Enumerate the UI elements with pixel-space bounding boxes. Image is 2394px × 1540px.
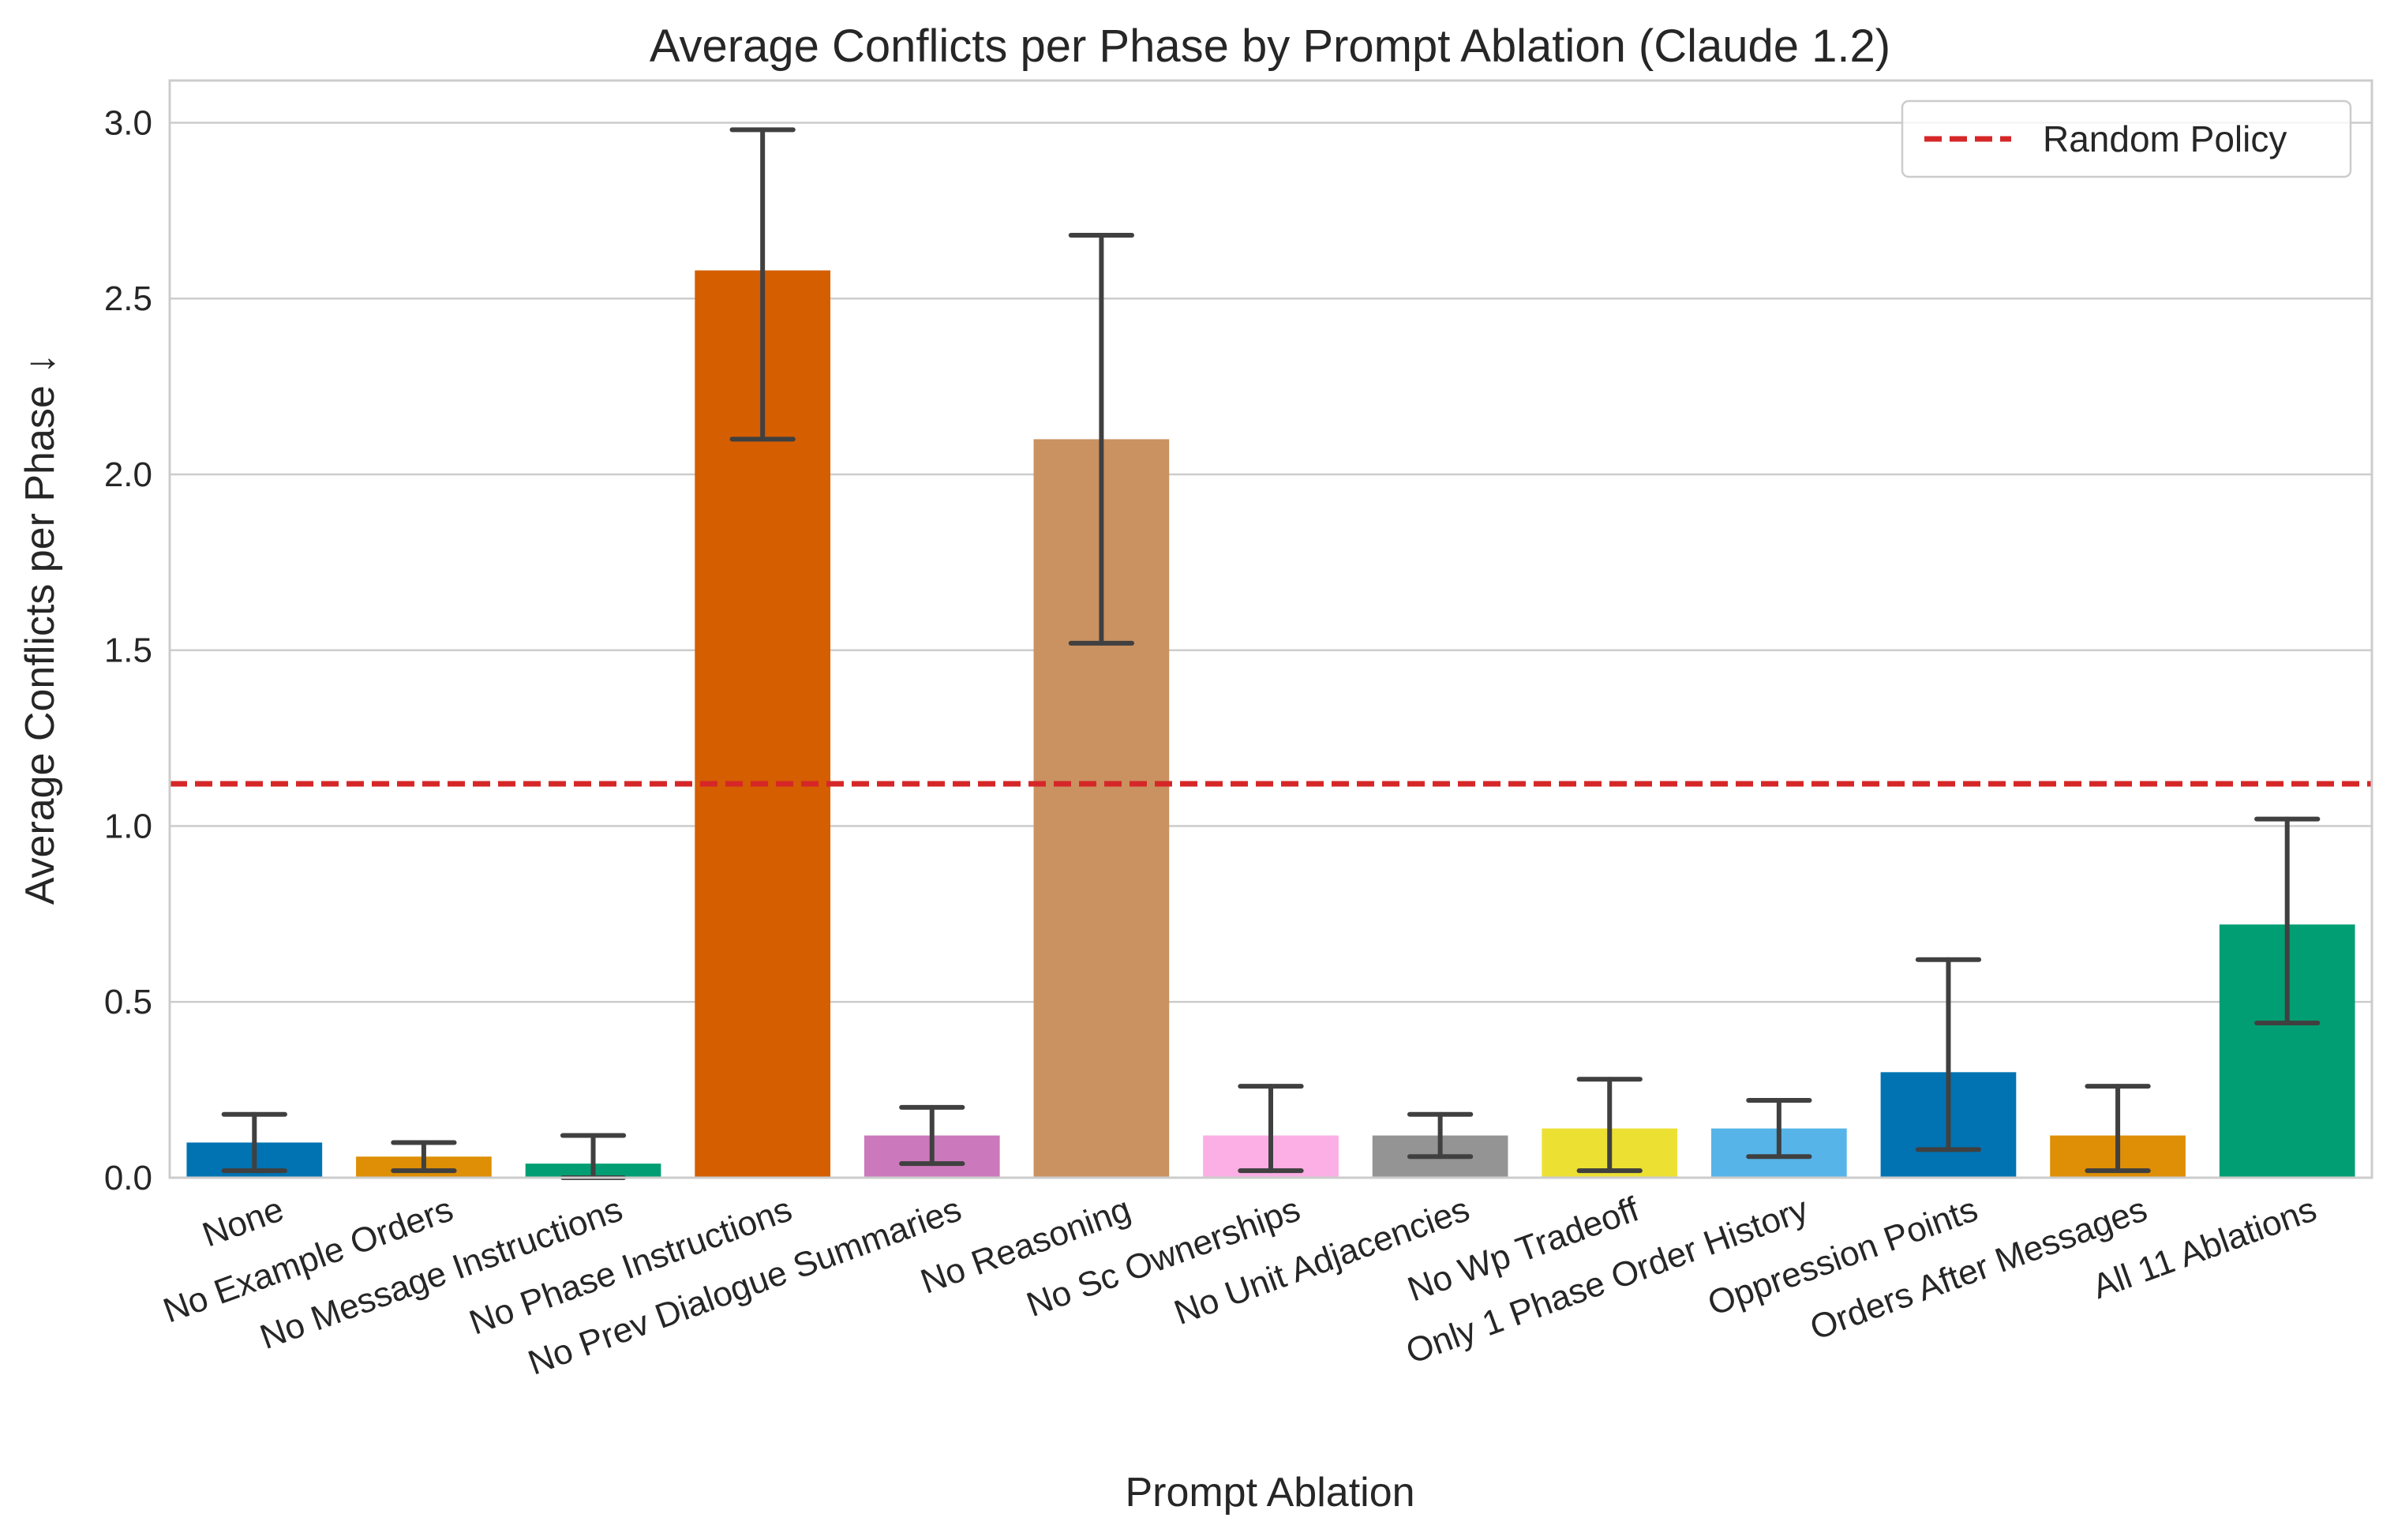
error-bar-orders-after-messages xyxy=(2085,1084,2151,1174)
y-tick-label: 2.0 xyxy=(104,455,152,494)
error-bar-no-sc-ownerships xyxy=(1238,1084,1304,1174)
error-bar-no-unit-adjacencies xyxy=(1407,1111,1474,1160)
y-tick-label: 1.0 xyxy=(104,807,152,845)
x-tick-label: No Sc Ownerships xyxy=(1021,1190,1305,1325)
legend-box xyxy=(1901,99,2352,178)
error-bar-all-11-ablations xyxy=(2254,816,2321,1025)
legend-label-random-policy: Random Policy xyxy=(2043,118,2287,159)
error-bar-no-wp-tradeoff xyxy=(1576,1077,1643,1174)
error-bar-none xyxy=(221,1111,287,1174)
error-bar-no-phase-instructions xyxy=(729,127,796,442)
x-tick-label: None xyxy=(197,1190,289,1254)
error-bar-oppression-points xyxy=(1915,957,1982,1152)
grid-lines xyxy=(170,122,2372,1179)
y-tick-label: 1.5 xyxy=(104,631,152,670)
legend: Random Policy xyxy=(1901,99,2352,178)
error-bar-only-1-phase-order-history xyxy=(1746,1097,1812,1160)
error-bars xyxy=(221,127,2321,1180)
x-axis-label: Prompt Ablation xyxy=(1125,1470,1414,1516)
error-bar-no-reasoning xyxy=(1068,233,1135,646)
plot-frame xyxy=(168,79,2373,1179)
y-axis-label: Average Conflicts per Phase ↓ xyxy=(17,354,63,905)
bars xyxy=(186,270,2355,1178)
y-tick-label: 3.0 xyxy=(104,103,152,142)
error-bar-no-example-orders xyxy=(391,1140,457,1174)
y-tick-label: 0.5 xyxy=(104,983,152,1021)
x-tick-label: No Unit Adjacencies xyxy=(1169,1190,1474,1332)
y-tick-label: 0.0 xyxy=(104,1159,152,1197)
chart-title: Average Conflicts per Phase by Prompt Ab… xyxy=(650,21,1890,72)
y-tick-label: 2.5 xyxy=(104,279,152,318)
error-bar-no-prev-dialogue-summaries xyxy=(899,1104,965,1167)
y-tick-labels: 0.0 0.5 1.0 1.5 2.0 2.5 3.0 xyxy=(104,103,152,1197)
